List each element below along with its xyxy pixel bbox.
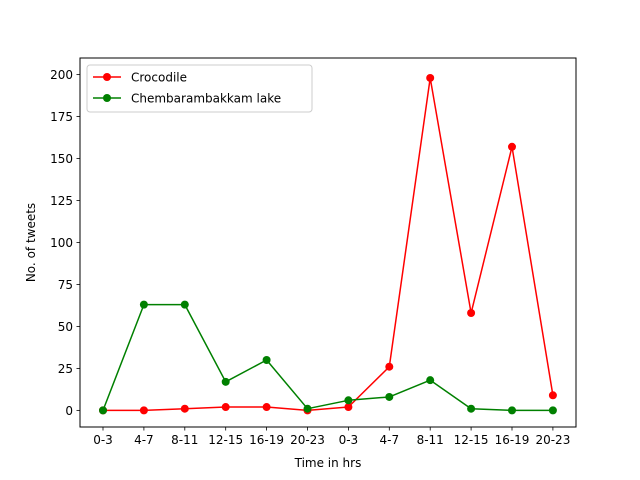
data-point (508, 406, 516, 415)
legend-marker (103, 73, 111, 81)
data-point (180, 404, 189, 413)
series-layer (99, 73, 557, 415)
legend-marker (103, 94, 111, 102)
x-tick-label: 8-11 (171, 433, 198, 447)
legend-label: Crocodile (131, 71, 187, 85)
data-point (467, 404, 476, 413)
legend-item-chembarambakkam-lake: Chembarambakkam lake (93, 92, 281, 106)
data-point (385, 392, 394, 401)
data-point (426, 376, 435, 385)
data-point (221, 403, 230, 412)
y-tick-label: 75 (58, 278, 73, 292)
data-point (303, 404, 312, 413)
plot-frame (79, 57, 577, 428)
y-tick-label: 150 (50, 152, 73, 166)
data-point (548, 391, 557, 400)
y-axis-label: No. of tweets (24, 203, 38, 282)
series-line (103, 77, 554, 412)
y-tick-label: 100 (50, 236, 73, 250)
y-tick-label: 50 (58, 320, 73, 334)
x-tick-label: 4-7 (379, 433, 399, 447)
data-point (262, 356, 271, 365)
data-point (139, 406, 148, 415)
legend-box (86, 64, 313, 113)
data-point (262, 403, 271, 412)
data-point (344, 403, 353, 412)
data-point (139, 300, 148, 309)
data-point (385, 362, 394, 371)
legend-item-crocodile: Crocodile (93, 71, 187, 85)
x-tick-label: 20-23 (535, 433, 570, 447)
y-tick-label: 125 (50, 194, 73, 208)
x-tick-label: 0-3 (339, 433, 359, 447)
data-point (221, 377, 230, 386)
x-axis: 0-3 4-7 8-11 12-15 16-19 20-23 0-3 4-7 8-11 12-15… (93, 427, 570, 447)
x-tick-label: 0-3 (93, 433, 113, 447)
x-tick-label: 16-19 (495, 433, 530, 447)
series-line (102, 303, 553, 412)
y-tick-label: 25 (58, 362, 73, 376)
data-point (344, 396, 353, 405)
series-chembarambakkam-lake (99, 300, 557, 415)
x-tick-label: 8-11 (417, 433, 444, 447)
data-point (99, 406, 107, 415)
x-tick-label: 4-7 (134, 433, 154, 447)
x-tick-label: 20-23 (290, 433, 325, 447)
data-point (180, 300, 189, 309)
y-tick-label: 0 (65, 404, 73, 418)
x-tick-label: 12-15 (208, 433, 243, 447)
y-tick-label: 200 (50, 68, 73, 82)
x-axis-label: Time in hrs (294, 456, 362, 470)
data-point (508, 142, 516, 151)
y-axis: 0 25 50 75 100 125 150 175 200 (50, 68, 80, 418)
x-tick-label: 16-19 (249, 433, 284, 447)
legend: Crocodile Chembarambakkam lake (86, 64, 313, 113)
legend-label: Chembarambakkam lake (131, 92, 281, 106)
y-tick-label: 175 (50, 110, 73, 124)
data-point (467, 309, 476, 318)
data-point (548, 406, 557, 415)
data-point (426, 73, 435, 82)
x-tick-label: 12-15 (454, 433, 489, 447)
